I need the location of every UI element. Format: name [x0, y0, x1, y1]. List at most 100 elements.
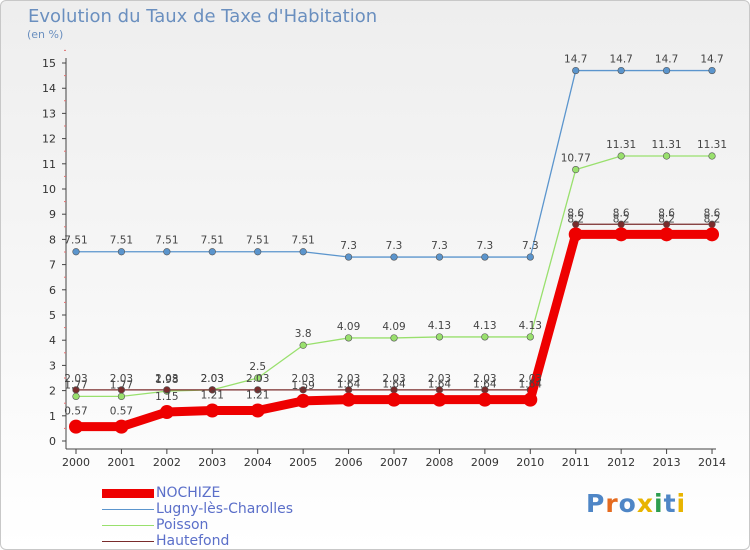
- data-label: 1.77: [64, 379, 87, 391]
- chart-unit: (en %): [27, 28, 64, 41]
- y-tick-label: 8: [49, 233, 56, 246]
- x-tick-label: 2001: [107, 456, 135, 469]
- data-label: 1.64: [382, 379, 406, 391]
- data-point: [163, 386, 171, 394]
- x-tick-label: 2005: [289, 456, 317, 469]
- data-label: 14.7: [655, 54, 678, 66]
- logo-letter: x: [636, 489, 654, 518]
- data-point: [299, 248, 307, 256]
- data-point: [205, 403, 220, 418]
- logo-letter: P: [586, 489, 606, 518]
- data-label: 11.31: [697, 139, 727, 151]
- data-label: 2.03: [201, 373, 224, 385]
- data-label: 4.13: [519, 320, 542, 332]
- x-tick-label: 2007: [380, 456, 408, 469]
- data-label: 8.6: [658, 207, 675, 219]
- y-tick-label: 0: [49, 435, 56, 448]
- chart-title: Evolution du Taux de Taxe d'Habitation: [28, 6, 378, 27]
- data-label: 1.98: [155, 374, 178, 386]
- y-tick-label: 13: [42, 107, 56, 120]
- data-point: [708, 152, 716, 160]
- data-label: 8.6: [567, 207, 584, 219]
- data-label: 7.51: [110, 235, 133, 247]
- legend-label: Lugny-lès-Charolles: [156, 501, 294, 517]
- data-label: 11.31: [606, 139, 636, 151]
- data-label: 2.03: [428, 373, 451, 385]
- x-tick-label: 2011: [562, 456, 590, 469]
- logo-letter: i: [654, 489, 664, 518]
- data-point: [572, 165, 580, 174]
- y-tick-label: 9: [49, 208, 56, 221]
- data-point: [163, 248, 171, 256]
- data-label: 1.64: [519, 379, 543, 391]
- data-point: [69, 419, 83, 434]
- data-label: 2.03: [473, 373, 496, 385]
- data-label: 7.51: [246, 235, 269, 247]
- data-label: 1.64: [473, 379, 497, 391]
- y-tick-label: 2: [49, 385, 56, 398]
- data-label: 2.03: [291, 373, 314, 385]
- data-point: [523, 392, 538, 407]
- data-point: [341, 392, 356, 407]
- x-tick-label: 2008: [425, 456, 453, 469]
- data-point: [435, 253, 444, 261]
- y-tick-label: 6: [49, 284, 56, 297]
- data-label: 2.03: [519, 373, 542, 385]
- data-point: [390, 253, 398, 261]
- data-point: [114, 419, 129, 434]
- data-label: 7.51: [155, 235, 178, 247]
- y-tick-label: 1: [49, 410, 56, 423]
- logo-letter: t: [663, 489, 677, 518]
- data-labels: 7.51 7.51 7.51 7.51 7.51 7.51 7.3 7.3 7.3 7.3 7.3 1…: [64, 54, 727, 418]
- data-point: [568, 227, 583, 242]
- data-point: [481, 253, 489, 261]
- data-label: 8.6: [704, 207, 721, 219]
- data-point: [254, 386, 262, 394]
- data-point: [432, 392, 447, 407]
- data-point: [208, 386, 216, 394]
- data-label: 8.2: [658, 213, 675, 225]
- data-label: 4.09: [337, 321, 360, 333]
- y-tick-label: 14: [42, 82, 56, 95]
- data-point: [159, 405, 174, 420]
- data-label: 3.8: [295, 328, 312, 340]
- data-label: 1.21: [201, 390, 224, 402]
- y-tick-label: 3: [49, 359, 56, 372]
- x-tick-label: 2002: [153, 456, 181, 469]
- data-point: [208, 248, 216, 256]
- data-label: 2.03: [382, 373, 405, 385]
- x-tick-label: 2000: [62, 456, 90, 469]
- data-point: [344, 334, 353, 342]
- data-point: [254, 248, 262, 256]
- data-label: 11.31: [652, 139, 682, 151]
- x-tick-label: 2012: [607, 456, 635, 469]
- data-label: 1.64: [337, 379, 361, 391]
- data-label: 1.59: [291, 380, 314, 392]
- data-point: [481, 333, 489, 341]
- data-point: [617, 66, 625, 75]
- data-label: 1.21: [246, 390, 269, 402]
- data-point: [387, 392, 402, 407]
- data-point: [662, 152, 671, 160]
- data-label: 2.03: [201, 373, 224, 385]
- legend-label: Hautefond: [156, 533, 230, 549]
- data-point: [662, 66, 671, 75]
- data-point: [296, 393, 311, 408]
- data-label: 4.13: [428, 320, 451, 332]
- data-label: 7.51: [201, 235, 224, 247]
- data-point: [72, 392, 80, 400]
- logo-letter: r: [605, 489, 619, 518]
- logo-letter: i: [676, 489, 687, 518]
- legend-swatch-nochize: [102, 489, 154, 498]
- data-label: 8.2: [567, 213, 584, 225]
- data-label: 1.64: [428, 379, 452, 391]
- data-label: 7.3: [386, 240, 403, 252]
- legend-label: Poisson: [156, 517, 209, 533]
- data-label: 4.13: [473, 320, 496, 332]
- data-point: [250, 403, 265, 418]
- data-label: 7.3: [340, 240, 357, 252]
- data-label: 7.51: [291, 235, 314, 247]
- legend-swatch-poisson: [102, 525, 154, 526]
